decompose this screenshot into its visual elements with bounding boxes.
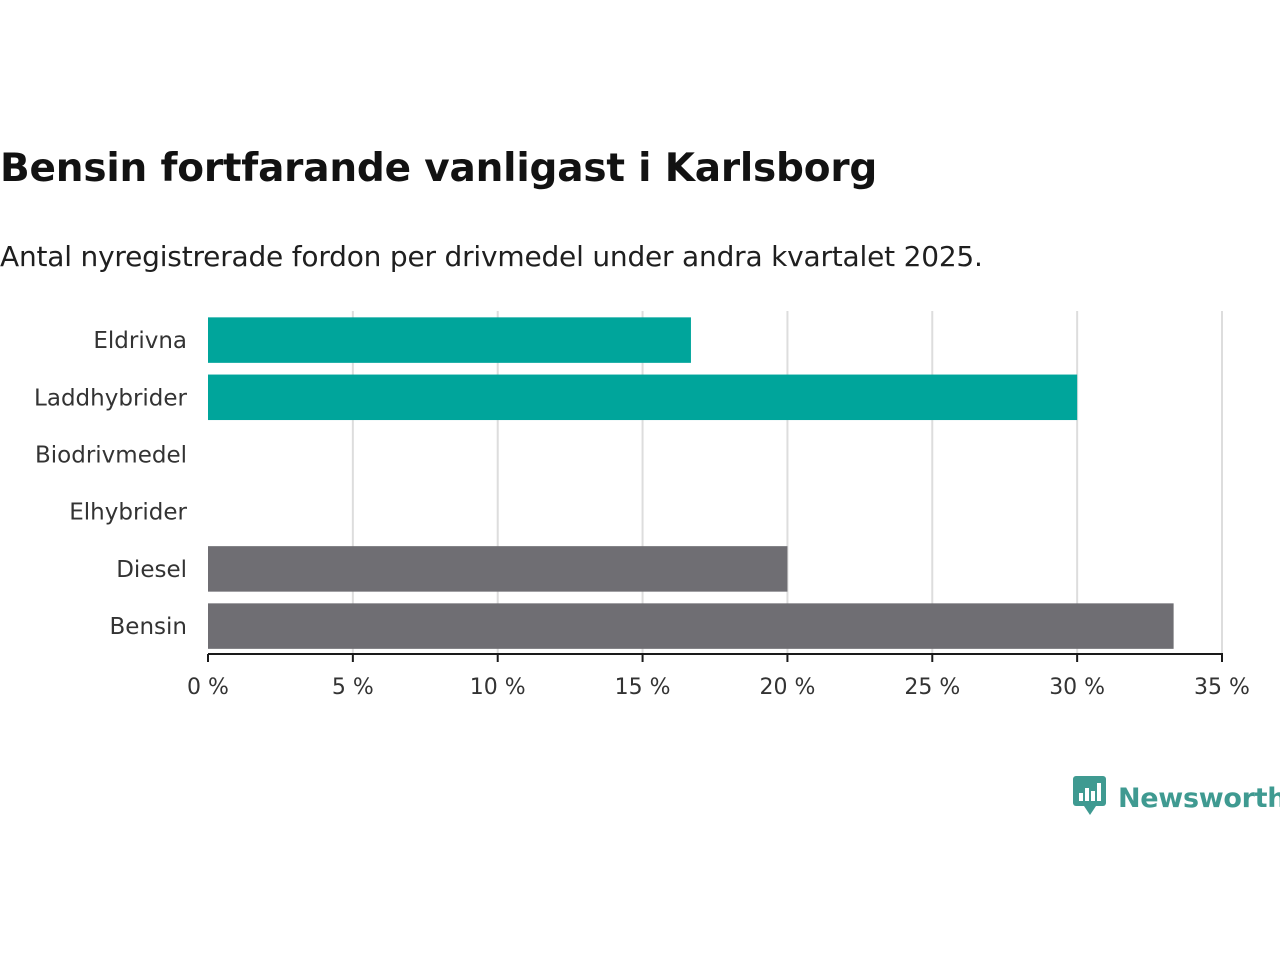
x-tick-label: 5 % xyxy=(332,675,374,700)
x-tick-label: 20 % xyxy=(759,675,815,700)
chart-subtitle: Antal nyregistrerade fordon per drivmede… xyxy=(0,240,983,273)
newsworthy-logo[interactable]: Newsworthy xyxy=(1072,776,1280,820)
x-tick-label: 0 % xyxy=(187,675,229,700)
bars xyxy=(208,317,1174,649)
category-label: Diesel xyxy=(116,557,187,583)
bar-laddhybrider[interactable] xyxy=(208,374,1078,421)
bar-bensin[interactable] xyxy=(208,603,1174,649)
x-tick-label: 10 % xyxy=(470,675,526,700)
grid-lines xyxy=(351,311,1223,654)
newsworthy-chart-icon xyxy=(1072,774,1108,822)
x-tick-label: 35 % xyxy=(1194,675,1250,700)
x-tick-label: 30 % xyxy=(1049,675,1105,700)
bar-eldrivna[interactable] xyxy=(208,317,691,363)
category-label: Bensin xyxy=(110,614,187,640)
category-label: Eldrivna xyxy=(93,328,187,354)
chart-title: Bensin fortfarande vanligast i Karlsborg xyxy=(0,146,878,191)
x-tick-label: 25 % xyxy=(904,675,960,700)
category-labels: Eldrivna Laddhybrider Biodrivmedel Elhybrid… xyxy=(34,328,187,640)
category-label: Elhybrider xyxy=(69,500,187,526)
logo-text: Newsworthy xyxy=(1118,782,1280,814)
x-tick-label: 15 % xyxy=(615,675,671,700)
x-axis: 0 % 5 % 10 % 15 % 20 % 25 % 30 % 35 % xyxy=(187,653,1250,700)
category-label: Biodrivmedel xyxy=(35,443,187,469)
category-label: Laddhybrider xyxy=(34,385,187,411)
bar-diesel[interactable] xyxy=(208,546,788,592)
